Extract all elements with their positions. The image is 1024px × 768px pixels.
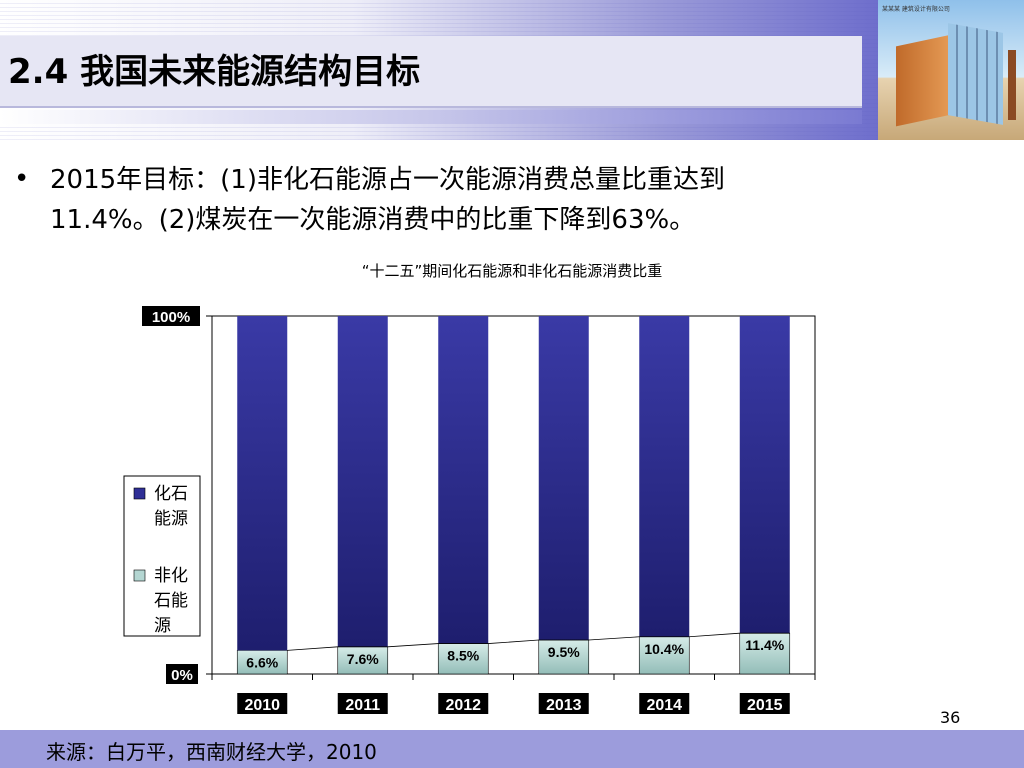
x-tick-label: 2015 — [747, 697, 783, 714]
footer-bar — [0, 730, 1024, 768]
bar-non-fossil — [538, 639, 590, 675]
data-label: 11.4% — [745, 637, 784, 653]
x-tick-label-bg — [237, 693, 288, 714]
building-photo: 某某某 建筑设计有限公司 — [878, 0, 1024, 140]
series-connector-line — [287, 632, 790, 651]
x-tick-label: 2010 — [244, 697, 280, 714]
bar-non-fossil — [638, 636, 690, 675]
data-label: 9.5% — [548, 644, 580, 660]
y-tick-label: 0% — [171, 667, 193, 684]
x-tick-label-bg — [337, 693, 388, 714]
bar-non-fossil — [739, 632, 791, 675]
x-tick-label-bg — [739, 693, 790, 714]
bar-fossil — [538, 316, 589, 640]
bar-fossil — [639, 316, 690, 637]
data-label: 7.6% — [347, 651, 379, 667]
x-tick-label: 2013 — [546, 697, 582, 714]
chart-title: “十二五”期间化石能源和非化石能源消费比重 — [361, 262, 663, 280]
y-tick-label-bg — [166, 664, 198, 684]
legend-label-non-fossil-line3: 源 — [154, 616, 171, 636]
page-number: 36 — [940, 708, 961, 727]
y-tick-label: 100% — [152, 309, 190, 326]
bullet-line-1: 2015年目标：(1)非化石能源占一次能源消费总量比重达到 — [50, 165, 725, 195]
legend-box — [123, 475, 201, 637]
photo-chimney — [1008, 50, 1016, 120]
bullet-marker: • — [14, 164, 30, 194]
plot-area — [211, 315, 816, 675]
data-label: 10.4% — [644, 641, 684, 657]
legend-label-fossil-line1: 化石 — [154, 484, 188, 504]
data-label: 6.6% — [246, 654, 278, 670]
legend-swatch-non-fossil — [133, 569, 146, 582]
bar-fossil — [237, 316, 288, 651]
x-tick-label: 2012 — [445, 697, 481, 714]
legend-label-fossil-line2: 能源 — [154, 509, 188, 529]
x-tick-label: 2014 — [646, 697, 682, 714]
source-citation: 来源：白万平，西南财经大学，2010 — [46, 740, 377, 764]
legend-swatch-fossil — [133, 487, 146, 500]
bullet-line-2: 11.4%。(2)煤炭在一次能源消费中的比重下降到63%。 — [50, 205, 696, 235]
slide-title: 2.4 我国未来能源结构目标 — [8, 52, 421, 92]
legend-label-non-fossil-line1: 非化 — [154, 566, 188, 586]
x-tick-label-bg — [538, 693, 589, 714]
x-tick-label: 2011 — [345, 697, 380, 714]
bar-fossil — [438, 316, 489, 644]
legend-label-non-fossil-line2: 石能 — [154, 591, 188, 611]
bullet-text: 2015年目标：(1)非化石能源占一次能源消费总量比重达到 11.4%。(2)煤… — [50, 160, 930, 240]
bar-non-fossil — [437, 643, 489, 675]
bar-fossil — [739, 316, 790, 634]
x-tick-label-bg — [438, 693, 489, 714]
photo-caption: 某某某 建筑设计有限公司 — [882, 6, 950, 13]
x-tick-label-bg — [639, 693, 690, 714]
y-tick-label-bg — [142, 306, 200, 326]
bar-non-fossil — [337, 646, 389, 675]
title-underline — [0, 110, 862, 124]
data-label: 8.5% — [447, 648, 479, 664]
bar-fossil — [337, 316, 388, 647]
title-bar — [0, 36, 862, 108]
